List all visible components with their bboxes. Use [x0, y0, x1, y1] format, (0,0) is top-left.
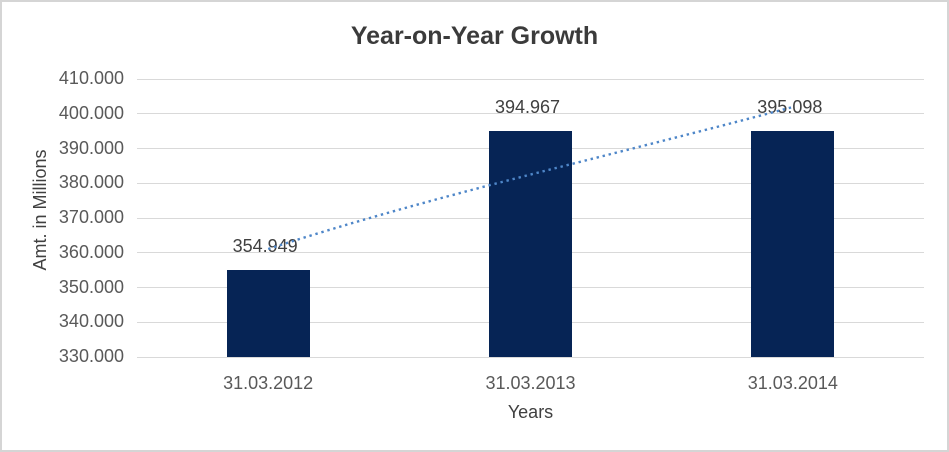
y-axis-title: Amt. in Millions [30, 149, 50, 271]
bar [226, 270, 310, 357]
bar [751, 130, 835, 357]
x-tick-label: 31.03.2014 [747, 373, 838, 393]
y-tick-label: 360.000 [58, 241, 124, 262]
y-tick-label: 400.000 [58, 102, 124, 123]
data-label: 395.098 [757, 96, 823, 117]
data-label: 394.967 [494, 97, 561, 118]
y-tick-label: 350.000 [58, 276, 124, 297]
data-label: 354.949 [232, 236, 298, 257]
x-axis-title: Years [507, 402, 554, 422]
y-tick-label: 370.000 [58, 207, 124, 227]
bar [489, 131, 572, 357]
y-tick-label: 410.000 [58, 68, 124, 88]
gridline [137, 356, 924, 358]
y-tick-label: 380.000 [58, 172, 124, 193]
gridline [137, 78, 924, 80]
x-tick-label: 31.03.2012 [223, 373, 314, 393]
y-tick-label: 330.000 [58, 346, 124, 366]
x-tick-label: 31.03.2013 [485, 373, 576, 393]
y-tick-label: 390.000 [58, 137, 124, 158]
y-tick-label: 340.000 [58, 311, 124, 332]
chart-title: Year-on-Year Growth [350, 22, 599, 50]
